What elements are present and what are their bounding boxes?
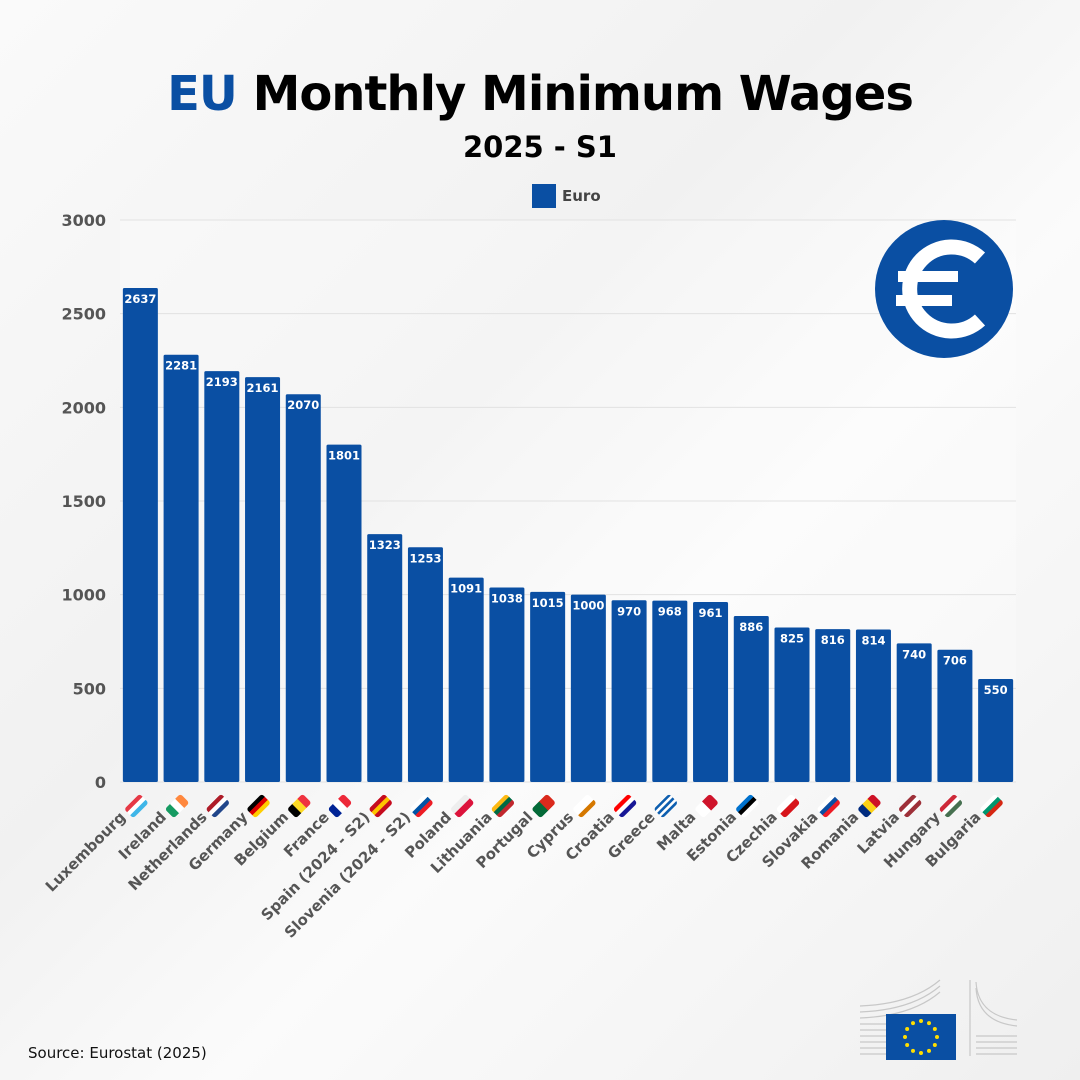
eu-star-icon [903,1035,907,1039]
bar [448,577,484,782]
title-rest: Monthly Minimum Wages [252,66,914,122]
data-label: 740 [902,647,926,661]
data-label: 1000 [572,599,604,613]
flag-netherlands-icon [205,793,231,819]
data-label: 825 [780,631,804,645]
eu-star-icon [927,1021,931,1026]
data-label: 1015 [532,596,564,610]
bar [163,354,199,782]
bar [611,600,647,782]
data-label: 706 [943,654,967,668]
data-label: 886 [739,620,763,634]
data-label: 814 [861,634,885,648]
bar [937,649,973,782]
eu-star-icon [919,1019,923,1023]
eu-star-icon [935,1035,939,1039]
flag-slovakia-icon [816,793,842,819]
eu-star-icon [905,1043,910,1047]
data-label: 550 [984,683,1008,697]
bar [570,594,606,782]
data-label: 1091 [450,582,482,596]
eu-star-icon [911,1048,915,1053]
flag-france-icon [327,793,353,819]
bar [285,394,321,782]
eu-star-icon [932,1027,937,1031]
bar [407,547,443,782]
bar [978,678,1014,782]
flag-latvia-icon [897,793,923,819]
y-tick-label: 0 [95,773,106,792]
data-label: 816 [821,633,845,647]
flag-slovenia-icon [409,793,434,819]
y-tick-label: 2500 [61,305,106,324]
eu-star-icon [911,1021,915,1026]
bar [326,444,362,782]
bar [693,601,729,782]
flag-bulgaria-icon [979,793,1005,819]
bar [204,371,240,782]
bar [652,600,688,782]
data-label: 1323 [369,538,401,552]
flag-lithuania-icon [490,793,516,819]
flag-germany-icon [246,793,271,819]
flag-romania-icon [857,793,882,819]
flag-luxembourg-icon [123,793,149,819]
eu-star-icon [932,1043,937,1047]
flag-croatia-icon [612,793,638,819]
eu-star-icon [927,1048,931,1053]
legend: Euro [532,184,601,208]
bar [489,587,525,782]
data-label: 2281 [165,359,197,373]
chart-title: EU Monthly Minimum Wages [0,66,1080,122]
bar [733,616,769,782]
flag-cyprus-icon [571,793,597,819]
data-label: 1038 [491,592,523,606]
flag-ireland-icon [164,793,190,819]
y-tick-label: 2000 [61,398,106,417]
bar [245,377,281,782]
y-tick-label: 1500 [61,492,106,511]
data-label: 970 [617,604,641,618]
bar [896,643,932,782]
flag-greece-icon [653,793,679,819]
legend-swatch [532,184,556,208]
bar [367,534,403,782]
flag-malta-icon [694,793,719,819]
flag-spain-icon [368,793,394,819]
y-tick-label: 3000 [61,211,106,230]
data-label: 2070 [287,398,319,412]
data-label: 2637 [124,292,156,306]
euro-icon [875,220,1013,358]
flag-hungary-icon [938,793,964,819]
title-highlight: EU [167,66,238,122]
data-label: 2193 [206,375,238,389]
european-commission-logo [859,979,1018,1060]
bar [530,591,566,782]
legend-label: Euro [562,187,601,205]
y-tick-label: 1000 [61,586,106,605]
data-label: 2161 [247,381,279,395]
data-label: 1801 [328,449,360,463]
bar [815,629,851,782]
bar [855,629,891,782]
eu-star-icon [919,1051,923,1055]
flag-estonia-icon [734,793,760,819]
flag-portugal-icon [531,793,557,819]
y-tick-label: 500 [73,679,106,698]
bar [774,627,810,782]
flag-belgium-icon [286,793,312,819]
chart-subtitle: 2025 - S1 [462,130,617,164]
flag-poland-icon [449,793,475,819]
bar [122,288,158,782]
eu-star-icon [905,1027,910,1031]
flag-czechia-icon [775,793,801,819]
source-note: Source: Eurostat (2025) [28,1044,207,1062]
data-label: 968 [658,605,682,619]
data-label: 961 [699,606,723,620]
data-label: 1253 [409,551,441,565]
